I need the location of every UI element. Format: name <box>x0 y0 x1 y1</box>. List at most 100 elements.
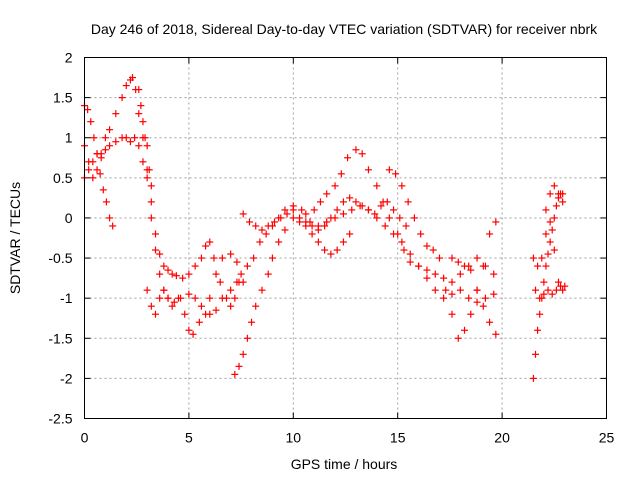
data-point <box>534 326 542 334</box>
data-point <box>308 230 316 238</box>
data-point <box>348 206 356 214</box>
data-point <box>473 286 481 294</box>
y-tick-labels: -2.5 -2 -1.5 -1 -0.5 0 0.5 1 1.5 2 <box>48 50 72 427</box>
y-tick-label: -1 <box>60 290 73 306</box>
data-point <box>540 290 548 298</box>
data-point <box>559 286 567 294</box>
data-point <box>481 294 489 302</box>
data-point <box>258 226 266 234</box>
data-point <box>296 214 304 222</box>
data-point <box>101 146 109 154</box>
data-point <box>151 246 159 254</box>
plot-frame <box>84 57 607 419</box>
data-point <box>346 230 354 238</box>
data-point <box>197 254 205 262</box>
data-point <box>536 294 544 302</box>
data-point <box>377 202 385 210</box>
data-point <box>235 362 243 370</box>
data-point <box>552 202 560 210</box>
data-point <box>302 210 310 218</box>
data-point <box>195 318 203 326</box>
data-point <box>364 206 372 214</box>
data-point <box>473 254 481 262</box>
data-point <box>548 226 556 234</box>
data-point <box>371 210 379 218</box>
data-point <box>135 110 143 118</box>
data-point <box>233 258 241 266</box>
data-point <box>415 262 423 270</box>
data-point <box>289 214 297 222</box>
data-point <box>218 254 226 262</box>
data-point <box>548 290 556 298</box>
data-point <box>454 334 462 342</box>
data-point <box>390 206 398 214</box>
data-point <box>112 138 120 146</box>
data-point <box>281 226 289 234</box>
data-point <box>185 326 193 334</box>
data-point <box>456 270 464 278</box>
data-point <box>302 222 310 230</box>
data-point <box>147 214 155 222</box>
data-point <box>99 186 107 194</box>
data-point <box>552 286 560 294</box>
data-point <box>308 222 316 230</box>
data-point <box>168 302 176 310</box>
data-point <box>546 190 554 198</box>
series-arc-f <box>237 202 498 306</box>
data-point <box>233 278 241 286</box>
data-point <box>122 82 130 90</box>
data-point <box>467 266 475 274</box>
data-point <box>239 350 247 358</box>
data-point <box>185 290 193 298</box>
data-point <box>160 262 168 270</box>
data-point <box>206 294 214 302</box>
data-point <box>129 74 137 82</box>
data-point <box>262 230 270 238</box>
data-point <box>202 310 210 318</box>
y-tick-label: 1 <box>65 130 73 146</box>
data-point <box>358 202 366 210</box>
data-point <box>390 230 398 238</box>
data-point <box>406 258 414 266</box>
data-point <box>396 214 404 222</box>
series-arc-m <box>532 282 569 302</box>
data-point <box>337 170 345 178</box>
data-point <box>479 302 487 310</box>
data-point <box>135 142 143 150</box>
data-point <box>143 142 151 150</box>
data-point <box>529 254 537 262</box>
data-point <box>96 170 104 178</box>
data-point <box>554 190 562 198</box>
data-point <box>398 238 406 246</box>
data-point <box>106 214 114 222</box>
data-point <box>473 298 481 306</box>
x-tick-label: 15 <box>390 430 406 446</box>
data-point <box>431 270 439 278</box>
y-tick-label: -2 <box>60 370 73 386</box>
data-point <box>448 310 456 318</box>
data-point <box>534 262 542 270</box>
data-point <box>402 222 410 230</box>
data-point <box>101 134 109 142</box>
data-point <box>231 370 239 378</box>
y-tick-label: 0 <box>65 210 73 226</box>
data-point <box>145 166 153 174</box>
data-point <box>243 334 251 342</box>
data-point <box>373 182 381 190</box>
y-tick-label: 0.5 <box>53 170 73 186</box>
data-point <box>440 294 448 302</box>
data-point <box>344 154 352 162</box>
data-point <box>323 190 331 198</box>
data-point <box>550 182 558 190</box>
data-point <box>258 286 266 294</box>
data-point <box>465 294 473 302</box>
data-point <box>364 166 372 174</box>
axis-ticks <box>84 57 607 419</box>
data-point <box>239 210 247 218</box>
data-point <box>456 286 464 294</box>
data-point <box>227 302 235 310</box>
data-point <box>109 222 117 230</box>
data-point <box>310 206 318 214</box>
series-arc-c <box>81 102 117 230</box>
data-point <box>256 238 264 246</box>
